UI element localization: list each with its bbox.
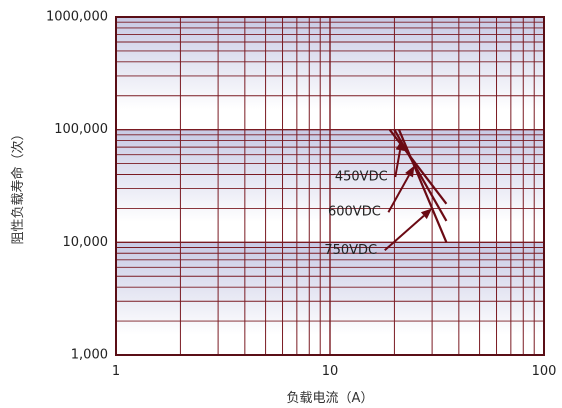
annotation-label-450VDC: 450VDC [335,170,388,185]
x-tick-label: 1 [112,364,120,379]
annotations: 450VDC 600VDC 750VDC [324,139,433,258]
annotation-arrow-shaft [387,174,410,213]
annotation-arrow-head [405,165,415,178]
y-tick-labels: 1,000 10,000 100,000 1000,000 [46,10,108,363]
y-tick-label: 1000,000 [46,10,108,25]
x-tick-label: 100 [532,364,557,379]
series-line-450VDC [388,129,448,205]
series-line-750VDC [397,129,448,243]
x-tick-labels: 1 10 100 [112,364,557,379]
annotation-arrow-shaft [394,150,402,178]
x-axis-title: 负载电流（A） [287,391,374,406]
annotation-label-750VDC: 750VDC [324,243,377,258]
annotation-arrow-shaft [384,214,425,252]
y-tick-label: 100,000 [54,122,108,137]
x-tick-label: 10 [322,364,339,379]
y-tick-label: 10,000 [63,235,109,250]
annotation-label-600VDC: 600VDC [328,205,381,220]
y-tick-label: 1,000 [71,348,108,363]
annotation-arrow-head [420,208,433,220]
plot-frame [115,16,545,356]
y-axis-title: 阻性负载寿命（次） [10,127,26,244]
annotation-arrow-head [395,139,405,151]
grid-lines [116,17,544,355]
